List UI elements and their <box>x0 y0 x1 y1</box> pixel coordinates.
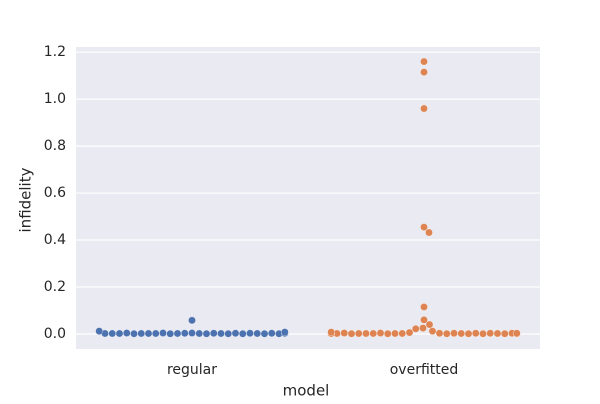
point <box>267 329 276 338</box>
point <box>144 329 153 338</box>
plot-area <box>76 47 540 349</box>
point <box>188 329 196 337</box>
point <box>420 223 428 231</box>
point <box>108 329 117 338</box>
point <box>471 329 480 338</box>
point <box>420 104 428 113</box>
y-tick-label: 0.2 <box>44 279 66 295</box>
point <box>425 228 433 237</box>
point <box>376 329 385 337</box>
y-tick-label: 0.6 <box>44 185 66 201</box>
point <box>253 329 261 338</box>
point <box>428 327 437 335</box>
point <box>115 329 124 338</box>
point <box>151 329 160 338</box>
point <box>354 329 363 338</box>
point <box>391 329 399 338</box>
y-tick-label: 0.0 <box>44 326 66 342</box>
point <box>327 328 335 336</box>
point <box>420 68 428 76</box>
point <box>420 303 428 311</box>
y-tick-label: 1.2 <box>44 44 66 60</box>
point <box>281 328 289 336</box>
point <box>238 329 247 338</box>
x-tick-label: overfitted <box>390 362 459 378</box>
point <box>435 329 444 338</box>
point <box>420 316 428 324</box>
point <box>180 329 189 338</box>
point <box>166 329 174 338</box>
point <box>486 329 494 338</box>
point <box>464 329 473 338</box>
y-tick-label: 0.4 <box>44 232 66 248</box>
x-axis-label: model <box>283 382 330 400</box>
point <box>260 329 269 338</box>
y-tick-label: 1.0 <box>44 91 66 107</box>
point <box>130 329 138 338</box>
point <box>95 327 103 335</box>
point <box>209 329 218 338</box>
point <box>442 329 451 338</box>
point <box>340 329 348 337</box>
point <box>500 329 509 338</box>
point <box>383 329 392 338</box>
point <box>195 329 203 338</box>
point <box>246 329 254 338</box>
point <box>217 329 225 338</box>
point <box>123 329 131 337</box>
point <box>493 329 502 338</box>
point <box>369 329 377 338</box>
point <box>450 329 458 338</box>
point <box>425 320 434 329</box>
point <box>188 316 196 325</box>
point <box>159 329 167 337</box>
point <box>419 324 427 332</box>
point <box>137 329 145 338</box>
point <box>173 329 182 338</box>
y-tick-label: 0.8 <box>44 138 66 154</box>
point <box>362 329 370 338</box>
x-tick-label: regular <box>167 362 217 378</box>
point <box>231 329 240 338</box>
point <box>457 329 465 338</box>
point <box>224 329 232 338</box>
point <box>347 329 356 338</box>
point <box>420 57 428 66</box>
point <box>398 329 406 338</box>
point <box>411 325 420 333</box>
point <box>513 329 521 338</box>
point <box>202 329 211 338</box>
point <box>479 329 487 338</box>
y-axis-label: infidelity <box>17 167 35 232</box>
point <box>405 328 414 337</box>
